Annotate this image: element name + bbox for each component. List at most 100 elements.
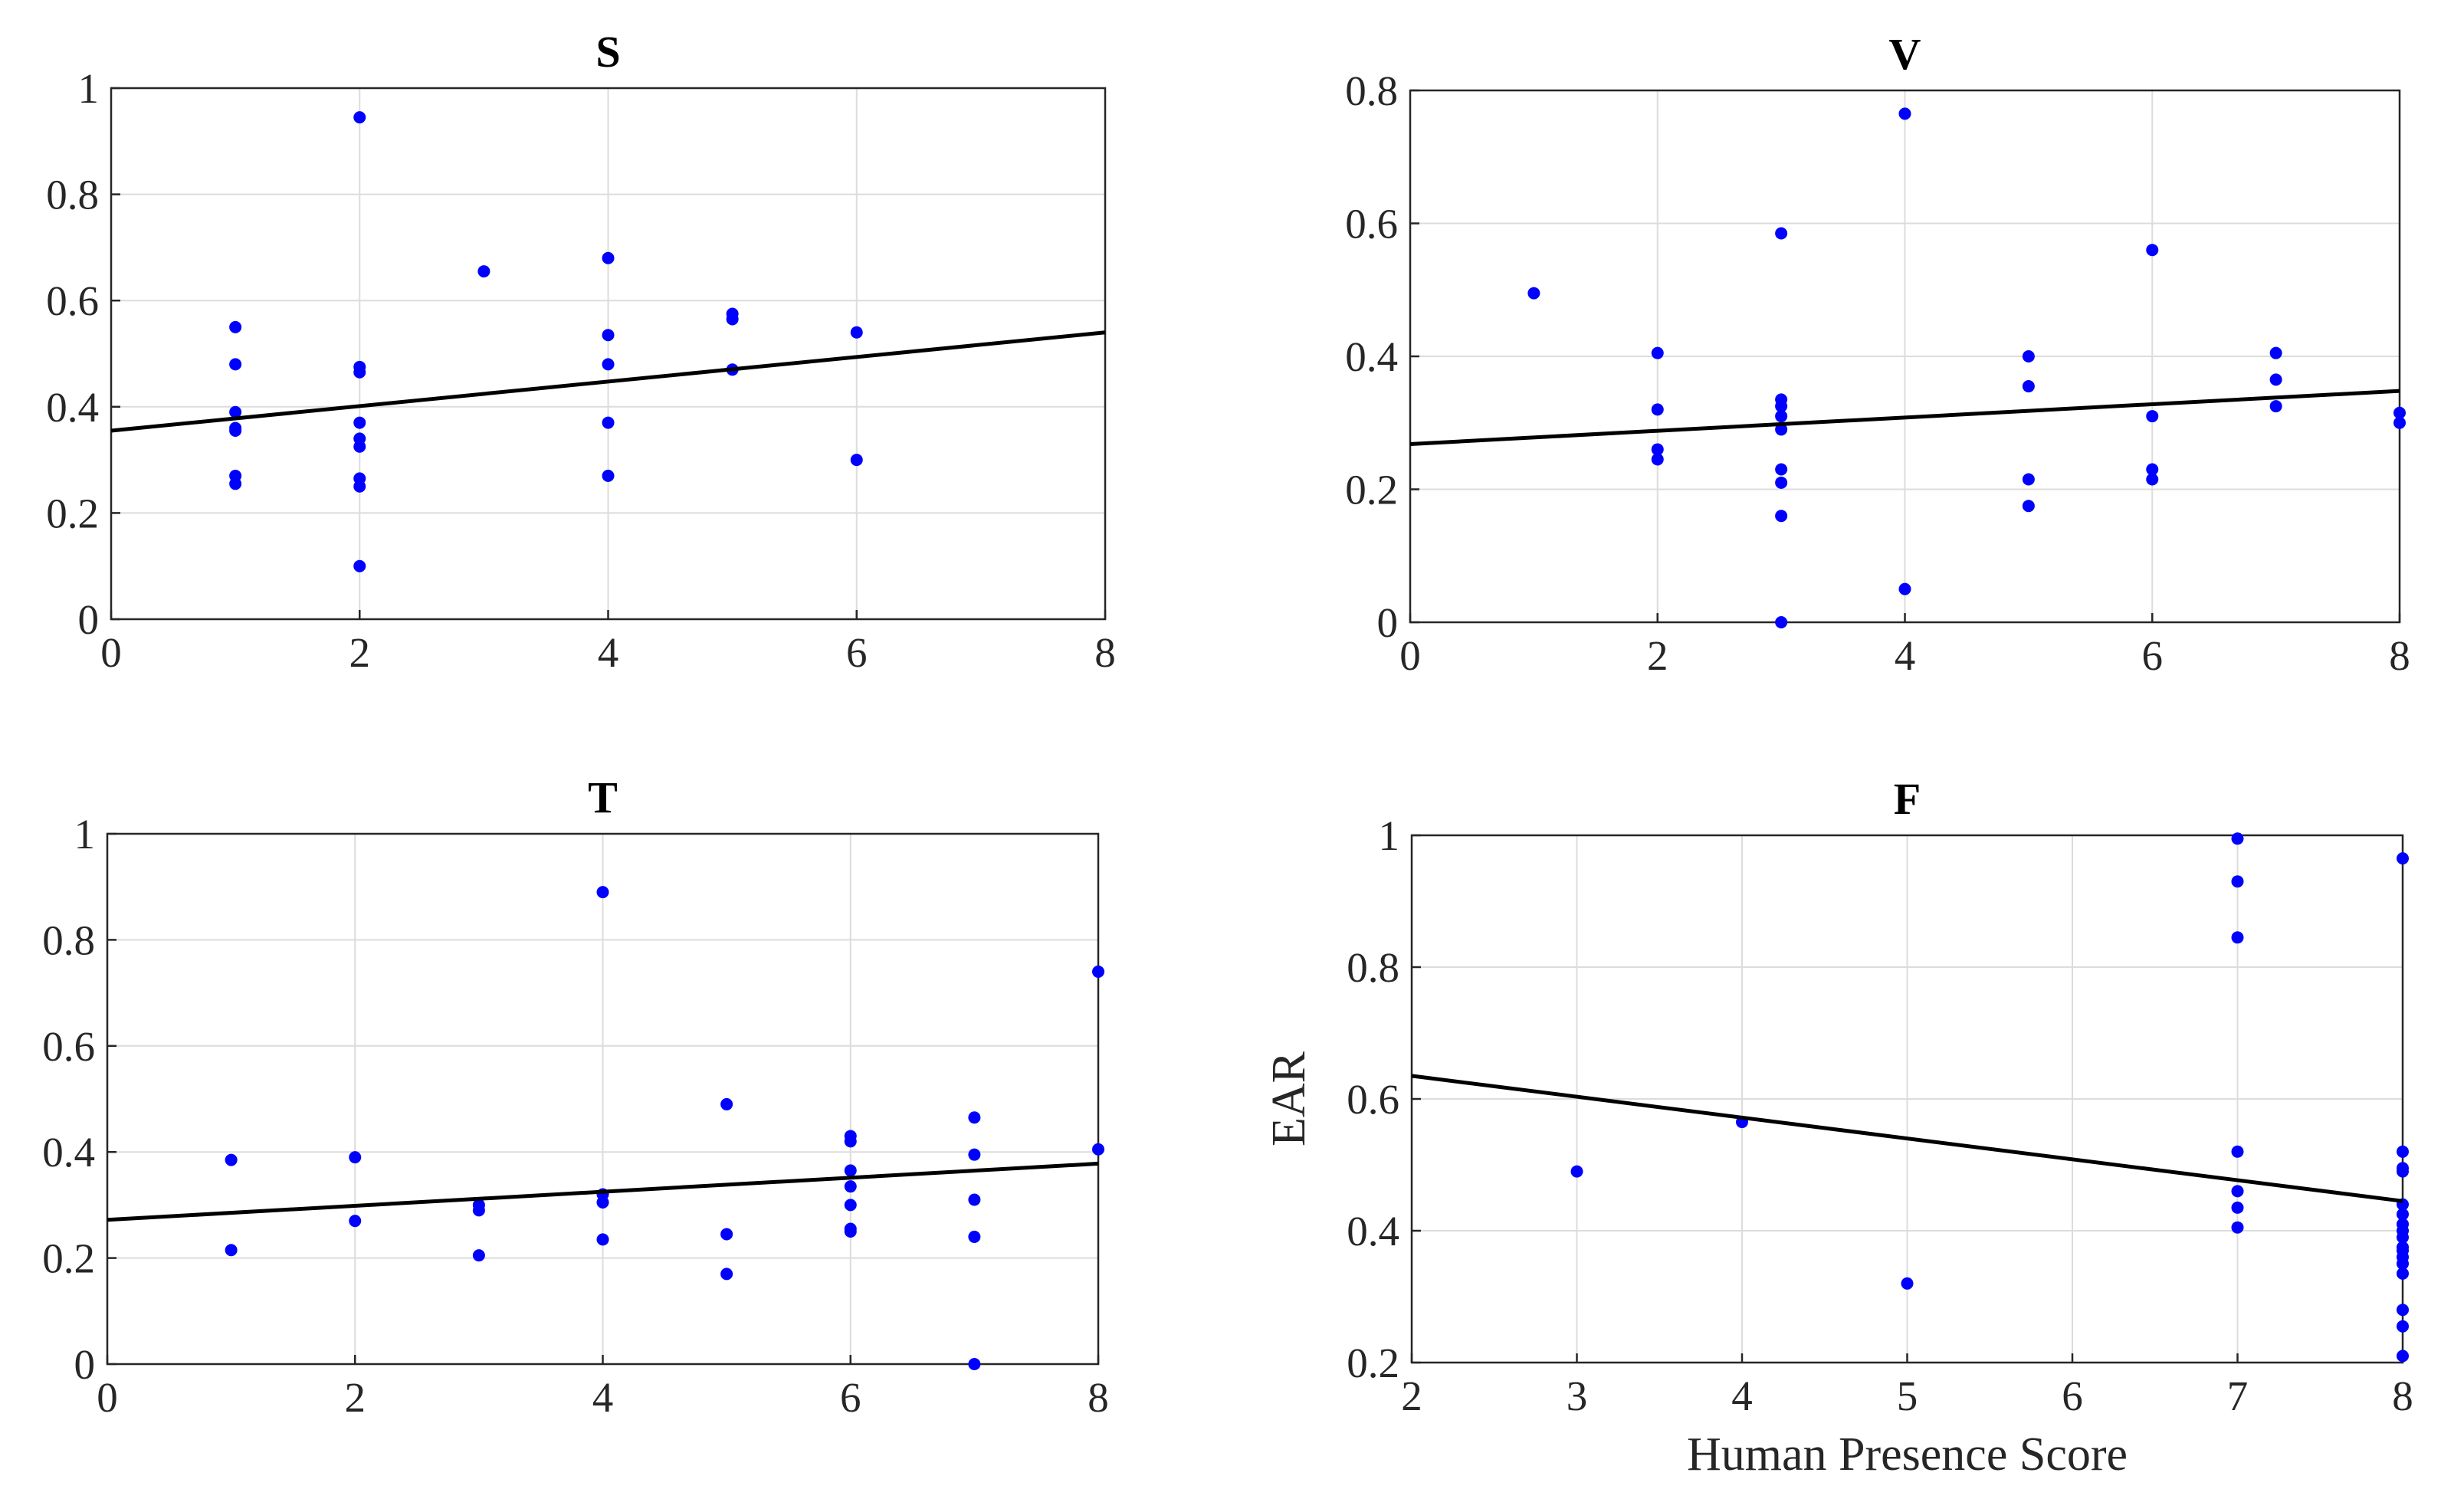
y-tick-label: 0.8: [1345, 67, 1398, 114]
data-point: [349, 1151, 362, 1164]
data-point: [472, 1204, 485, 1217]
data-point: [229, 320, 242, 333]
data-point: [1651, 453, 1664, 466]
data-point: [229, 424, 242, 437]
data-point: [2397, 1208, 2409, 1221]
panel-v: 0 2 4 6 8 0 0.2 0.4 0.6 0.8 V: [1345, 29, 2410, 679]
x-axis-label: Human Presence Score: [1687, 1428, 2128, 1481]
x-tick-label: 4: [598, 629, 619, 676]
panel-title-s: S: [595, 27, 620, 77]
x-tick-label: 4: [1895, 632, 1916, 679]
data-point: [1901, 1277, 1914, 1290]
data-point: [1092, 1143, 1104, 1156]
data-point: [602, 358, 615, 371]
panel-f: 2 3 4 5 6 7 8 0.2 0.4 0.6 0.8 1 F Human Presence Scor…: [1263, 774, 2413, 1481]
panel-s: 0 2 4 6 8 0 0.2 0.4 0.6 0.8 1 S: [46, 27, 1116, 676]
data-point: [2231, 1145, 2244, 1158]
data-point: [602, 469, 615, 482]
data-point: [2269, 400, 2282, 413]
data-point: [602, 329, 615, 342]
data-point: [2146, 410, 2159, 423]
data-point: [2146, 244, 2159, 257]
data-point: [844, 1135, 857, 1148]
data-point: [225, 1153, 238, 1166]
y-tick-label: 0.4: [1345, 333, 1398, 380]
data-point: [2231, 931, 2244, 944]
data-point: [968, 1358, 981, 1370]
data-point: [2397, 1225, 2409, 1237]
y-tick-label: 1: [78, 65, 100, 112]
data-point: [968, 1193, 981, 1206]
data-point: [353, 440, 366, 453]
data-point: [229, 405, 242, 418]
data-point: [726, 313, 739, 326]
x-tick-label: 6: [2062, 1373, 2083, 1419]
data-point: [2397, 1145, 2409, 1158]
data-point: [2022, 350, 2035, 362]
data-point: [968, 1111, 981, 1124]
x-tick-label: 4: [592, 1374, 614, 1421]
data-point: [2393, 406, 2406, 419]
data-point: [2231, 1221, 2244, 1234]
data-point: [353, 360, 366, 373]
data-point: [2231, 1185, 2244, 1198]
data-point: [2397, 1350, 2409, 1363]
data-point: [2231, 1201, 2244, 1214]
data-point: [2397, 1258, 2409, 1270]
data-point: [2269, 373, 2282, 386]
y-tick-label: 0.4: [1347, 1208, 1399, 1255]
data-point: [353, 111, 366, 124]
y-tick-label: 0: [78, 596, 100, 643]
y-tick-label: 1: [74, 811, 96, 858]
data-point: [1775, 410, 1788, 423]
y-tick-label: 0.6: [42, 1023, 95, 1070]
x-tick-label: 8: [1088, 1374, 1109, 1421]
data-point: [1898, 107, 1911, 120]
data-point: [1527, 287, 1540, 300]
data-point: [2393, 416, 2406, 429]
panel-title-f: F: [1894, 774, 1921, 824]
data-point: [477, 265, 490, 278]
data-point: [2269, 346, 2282, 359]
data-point: [596, 1233, 609, 1246]
y-tick-label: 0.2: [46, 490, 99, 536]
x-tick-label: 0: [1399, 632, 1421, 679]
data-point: [850, 454, 863, 467]
data-point: [844, 1225, 857, 1238]
data-point: [353, 416, 366, 429]
data-point: [968, 1230, 981, 1243]
data-point: [844, 1180, 857, 1193]
x-tick-label: 2: [349, 629, 371, 676]
x-tick-label: 0: [100, 629, 122, 676]
data-point: [229, 358, 242, 371]
data-point: [850, 326, 863, 339]
data-point: [472, 1249, 485, 1262]
y-tick-label: 0.2: [1345, 467, 1398, 513]
data-point: [1092, 965, 1104, 978]
data-point: [602, 416, 615, 429]
data-point: [2397, 1244, 2409, 1257]
data-point: [1775, 400, 1788, 413]
data-point: [2146, 473, 2159, 486]
fit-line: [110, 330, 1106, 433]
data-point: [2397, 1320, 2409, 1333]
data-point: [720, 1228, 733, 1241]
panel-title-v: V: [1889, 29, 1921, 79]
y-tick-label: 0: [1377, 599, 1399, 646]
fit-line: [1409, 389, 2400, 447]
data-point: [353, 559, 366, 572]
y-tick-label: 0.8: [46, 172, 99, 218]
y-tick-label: 0.6: [1347, 1076, 1399, 1123]
y-tick-label: 0.4: [46, 384, 99, 431]
fit-line: [1411, 1074, 2403, 1203]
x-tick-label: 6: [840, 1374, 861, 1421]
x-tick-label: 0: [97, 1374, 118, 1421]
y-tick-label: 0.6: [1345, 201, 1398, 248]
data-point: [1651, 346, 1664, 359]
data-point: [2397, 1304, 2409, 1317]
data-point: [602, 251, 615, 264]
data-point: [1775, 476, 1788, 489]
y-tick-label: 0.4: [42, 1129, 95, 1176]
data-point: [1651, 443, 1664, 456]
data-point: [596, 1195, 609, 1209]
